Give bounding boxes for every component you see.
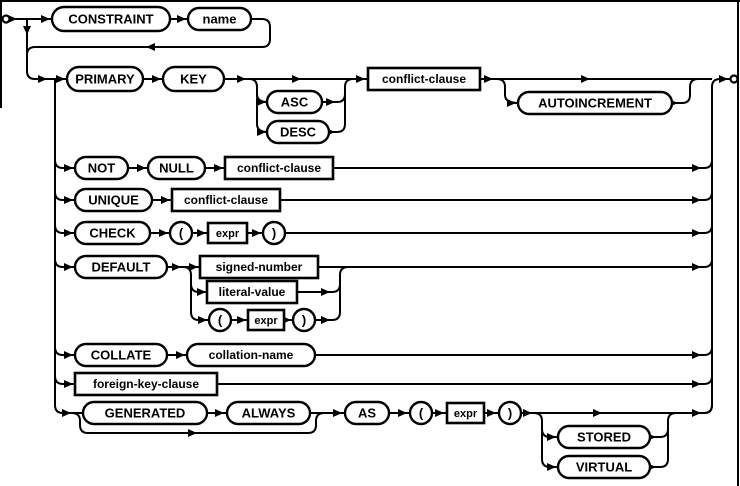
expr-default-label: expr [254, 315, 278, 327]
nonterminal-collation-name: collation-name [185, 342, 317, 368]
paren-close-check: ) [261, 220, 287, 246]
nonterminal-expr-generated[interactable]: expr [445, 401, 486, 425]
keyword-asc: ASC [265, 89, 324, 115]
keyword-unique: UNIQUE [73, 187, 154, 213]
keyword-constraint: CONSTRAINT [50, 5, 172, 33]
nonterminal-signed-number[interactable]: signed-number [198, 254, 320, 280]
keyword-default-label: DEFAULT [92, 260, 151, 275]
paren-close-default-label: ) [302, 313, 306, 328]
keyword-primary: PRIMARY [65, 65, 145, 93]
keyword-not: NOT [73, 155, 130, 181]
signed-number-label: signed-number [216, 260, 303, 274]
nonterminal-conflict-clause-unique[interactable]: conflict-clause [170, 187, 282, 213]
keyword-always: ALWAYS [225, 400, 312, 426]
paren-open-generated-label: ( [419, 406, 424, 421]
conflict-clause-unique-label: conflict-clause [184, 193, 268, 207]
paren-close-check-label: ) [272, 226, 276, 241]
foreign-key-clause-label: foreign-key-clause [93, 377, 199, 391]
keyword-check-label: CHECK [89, 226, 136, 241]
keyword-constraint-label: CONSTRAINT [68, 12, 153, 27]
keyword-null: NULL [146, 155, 207, 181]
keyword-unique-label: UNIQUE [88, 193, 139, 208]
paren-open-check-label: ( [179, 226, 184, 241]
keyword-not-label: NOT [88, 161, 116, 176]
nonterminal-foreign-key-clause[interactable]: foreign-key-clause [73, 371, 219, 397]
nonterminal-expr-check[interactable]: expr [206, 221, 249, 245]
keyword-as-label: AS [358, 406, 376, 421]
nonterminal-name: name [186, 6, 253, 32]
paren-close-generated: ) [497, 400, 523, 426]
end-terminal [729, 74, 739, 84]
start-terminal [1, 14, 11, 24]
keyword-as: AS [343, 400, 391, 426]
paren-open-default-label: ( [218, 313, 223, 328]
nonterminal-conflict-clause-notnull[interactable]: conflict-clause [223, 155, 335, 181]
expr-generated-label: expr [454, 408, 478, 420]
literal-value-label: literal-value [219, 285, 286, 299]
keyword-key-label: KEY [180, 72, 207, 87]
paren-open-generated: ( [408, 400, 434, 426]
keyword-stored: STORED [556, 424, 652, 450]
nonterminal-expr-default[interactable]: expr [246, 308, 286, 332]
paren-close-default: ) [291, 307, 317, 333]
keyword-primary-label: PRIMARY [75, 72, 135, 87]
keyword-desc-label: DESC [280, 125, 317, 140]
name-label: name [203, 12, 237, 27]
keyword-virtual-label: VIRTUAL [576, 460, 632, 475]
keyword-key: KEY [161, 65, 226, 93]
keyword-virtual: VIRTUAL [556, 454, 652, 480]
keyword-collate: COLLATE [73, 342, 169, 368]
keyword-asc-label: ASC [281, 95, 309, 110]
keyword-stored-label: STORED [577, 430, 631, 445]
keyword-default: DEFAULT [73, 254, 169, 280]
paren-close-generated-label: ) [508, 406, 512, 421]
keyword-null-label: NULL [159, 161, 194, 176]
keyword-autoincrement: AUTOINCREMENT [516, 90, 674, 116]
arrowheads [8, 15, 728, 471]
nonterminal-literal-value[interactable]: literal-value [205, 279, 299, 305]
keyword-check: CHECK [73, 220, 152, 246]
conflict-clause-pk-label: conflict-clause [382, 72, 466, 86]
keyword-generated: GENERATED [81, 400, 209, 426]
expr-check-label: expr [216, 228, 240, 240]
keyword-autoincrement-label: AUTOINCREMENT [538, 96, 652, 111]
keyword-always-label: ALWAYS [242, 406, 296, 421]
paren-open-check: ( [168, 220, 194, 246]
collation-name-label: collation-name [209, 348, 294, 362]
paren-open-default: ( [207, 307, 233, 333]
conflict-clause-notnull-label: conflict-clause [237, 161, 321, 175]
keyword-collate-label: COLLATE [91, 348, 152, 363]
keyword-desc: DESC [265, 119, 331, 145]
keyword-generated-label: GENERATED [105, 406, 186, 421]
nonterminal-conflict-clause-pk[interactable]: conflict-clause [366, 66, 482, 92]
